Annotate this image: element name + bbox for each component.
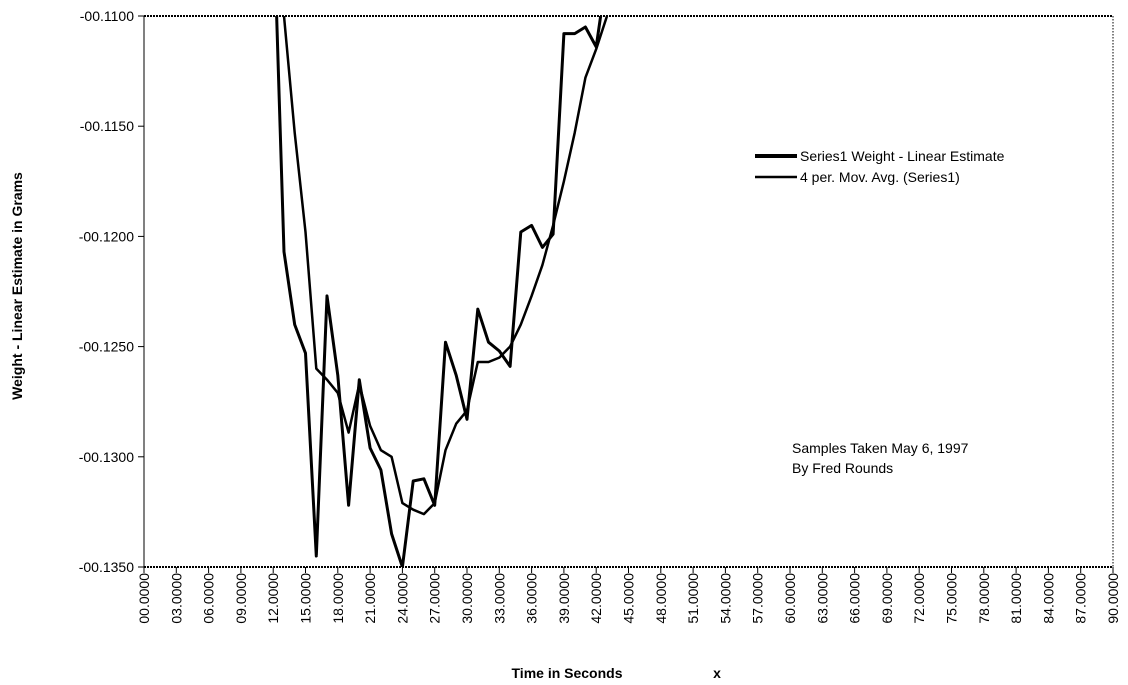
- y-tick-label: -00.1350: [79, 559, 134, 575]
- x-tick-label: 84.0000: [1040, 573, 1056, 624]
- x-tick-label: 06.0000: [201, 573, 217, 624]
- y-tick-label: -00.1250: [79, 339, 134, 355]
- y-tick-label: -00.1200: [79, 228, 134, 244]
- x-tick-label: 18.0000: [330, 573, 346, 624]
- x-tick-label: 78.0000: [976, 573, 992, 624]
- x-tick-label: 81.0000: [1008, 573, 1024, 624]
- annotation-line-2: By Fred Rounds: [792, 460, 893, 476]
- annotation-line-1: Samples Taken May 6, 1997: [792, 440, 969, 456]
- x-tick-label: 39.0000: [556, 573, 572, 624]
- moving-average-line: [282, 16, 609, 516]
- legend-label-moving-average: 4 per. Mov. Avg. (Series1): [800, 169, 960, 185]
- x-tick-label: 24.0000: [394, 573, 410, 624]
- y-tick-label: -00.1150: [80, 118, 134, 134]
- x-tick-label: 63.0000: [814, 573, 830, 624]
- x-tick-label: 27.0000: [427, 573, 443, 624]
- x-tick-label: 03.0000: [168, 573, 184, 624]
- x-tick-label: 00.0000: [136, 573, 152, 624]
- x-tick-label: 09.0000: [233, 573, 249, 624]
- y-tick-label: -00.1100: [80, 8, 134, 24]
- x-tick-label: 75.0000: [944, 573, 960, 624]
- x-tick-label: 48.0000: [653, 573, 669, 624]
- plot-area: [143, 15, 1114, 568]
- x-tick-label: 60.0000: [782, 573, 798, 624]
- series1-weight-line: [275, 16, 603, 567]
- x-axis-title-suffix: x: [713, 665, 721, 681]
- legend-label-series1: Series1 Weight - Linear Estimate: [800, 148, 1005, 164]
- x-tick-label: 54.0000: [717, 573, 733, 624]
- x-tick-label: 45.0000: [621, 573, 637, 624]
- x-tick-label: 72.0000: [911, 573, 927, 624]
- y-axis-title: Weight - Linear Estimate in Grams: [9, 172, 25, 400]
- x-tick-label: 21.0000: [362, 573, 378, 624]
- x-tick-label: 69.0000: [879, 573, 895, 624]
- x-tick-label: 15.0000: [298, 573, 314, 624]
- x-tick-label: 87.0000: [1073, 573, 1089, 624]
- x-tick-label: 12.0000: [265, 573, 281, 624]
- x-tick-label: 36.0000: [524, 573, 540, 624]
- x-tick-label: 30.0000: [459, 573, 475, 624]
- x-tick-label: 90.0000: [1105, 573, 1121, 624]
- x-tick-label: 57.0000: [750, 573, 766, 624]
- x-tick-label: 33.0000: [491, 573, 507, 624]
- x-tick-label: 66.0000: [847, 573, 863, 624]
- legend: Series1 Weight - Linear Estimate 4 per. …: [755, 148, 1005, 185]
- x-axis-title: Time in Seconds: [512, 665, 623, 681]
- y-tick-label: -00.1300: [79, 449, 134, 465]
- annotation: Samples Taken May 6, 1997 By Fred Rounds: [792, 440, 969, 476]
- x-tick-label: 51.0000: [685, 573, 701, 624]
- x-tick-label: 42.0000: [588, 573, 604, 624]
